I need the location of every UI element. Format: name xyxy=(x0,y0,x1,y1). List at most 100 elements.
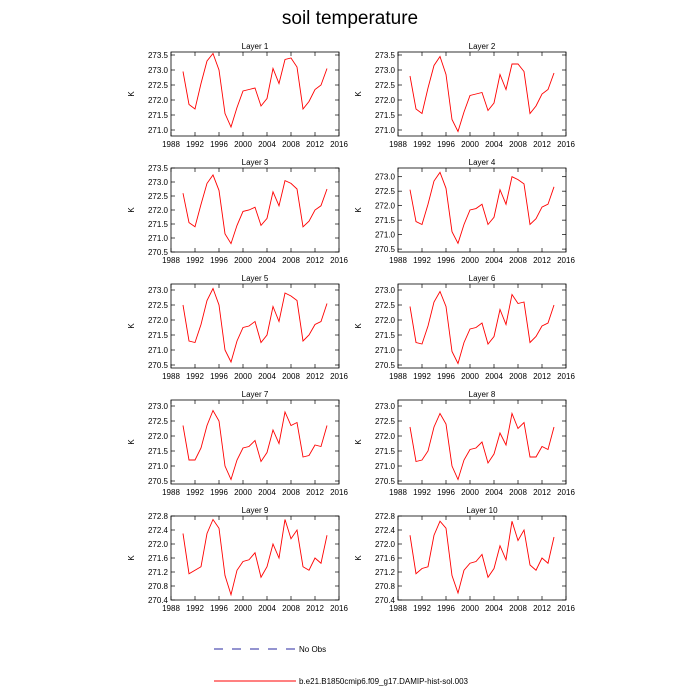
y-tick-label: 272.0 xyxy=(148,206,169,215)
y-tick-label: 273.0 xyxy=(375,66,396,75)
y-tick-label: 271.5 xyxy=(375,331,396,340)
x-tick-label: 2004 xyxy=(258,604,276,613)
y-tick-label: 273.5 xyxy=(148,51,169,60)
x-tick-label: 2000 xyxy=(234,140,252,149)
x-tick-label: 1996 xyxy=(437,140,455,149)
y-tick-label: 272.8 xyxy=(375,512,396,521)
panel-1: Layer 1 1988 1992 1996 2000 2004 2008 2012 2016 2… xyxy=(127,42,348,149)
x-tick-label: 1996 xyxy=(437,604,455,613)
y-tick-label: 272.4 xyxy=(148,526,169,535)
y-tick-label: 270.5 xyxy=(148,361,169,370)
y-tick-label: 270.5 xyxy=(375,477,396,486)
plot-frame xyxy=(170,399,340,485)
panel-title: Layer 4 xyxy=(469,158,496,167)
x-tick-label: 2012 xyxy=(306,256,324,265)
panel-9: Layer 9 1988 1992 1996 2000 2004 2008 2012 2016 2… xyxy=(127,506,348,613)
plot-frame xyxy=(170,51,340,137)
y-tick-label: 271.0 xyxy=(375,346,396,355)
panel-8: Layer 8 1988 1992 1996 2000 2004 2008 2012 2016 2… xyxy=(354,390,575,497)
x-tick-label: 2012 xyxy=(306,488,324,497)
x-tick-label: 1996 xyxy=(437,372,455,381)
x-tick-label: 2016 xyxy=(330,488,348,497)
x-tick-label: 2000 xyxy=(461,488,479,497)
y-tick-label: 271.0 xyxy=(375,231,396,240)
y-tick-label: 271.5 xyxy=(148,447,169,456)
x-tick-label: 2004 xyxy=(485,604,503,613)
panel-7: Layer 7 1988 1992 1996 2000 2004 2008 2012 2016 2… xyxy=(127,390,348,497)
y-tick-label: 271.2 xyxy=(375,568,396,577)
x-tick-label: 2000 xyxy=(461,604,479,613)
y-tick-label: 271.5 xyxy=(148,331,169,340)
y-tick-label: 271.5 xyxy=(375,111,396,120)
plot-frame xyxy=(397,51,567,137)
y-tick-label: 273.0 xyxy=(148,286,169,295)
y-tick-label: 272.0 xyxy=(148,432,169,441)
x-tick-label: 2016 xyxy=(557,256,575,265)
x-tick-label: 1996 xyxy=(437,488,455,497)
panel-title: Layer 5 xyxy=(242,274,269,283)
x-tick-label: 2012 xyxy=(533,140,551,149)
y-tick-label: 273.0 xyxy=(148,178,169,187)
plot-frame xyxy=(170,283,340,369)
x-tick-label: 2004 xyxy=(258,488,276,497)
y-tick-label: 272.0 xyxy=(375,316,396,325)
legend: No Obs b.e21.B1850cmip6.f09_g17.DAMIP-his… xyxy=(214,645,469,686)
x-tick-label: 2004 xyxy=(485,488,503,497)
y-tick-label: 270.4 xyxy=(375,596,396,605)
y-tick-label: 270.5 xyxy=(375,361,396,370)
y-axis-label: K xyxy=(354,439,363,445)
series-line xyxy=(409,171,555,245)
x-tick-label: 2012 xyxy=(533,256,551,265)
y-tick-label: 273.0 xyxy=(148,66,169,75)
y-axis-label: K xyxy=(127,207,136,213)
x-tick-label: 2016 xyxy=(330,604,348,613)
x-tick-label: 2000 xyxy=(461,372,479,381)
x-tick-label: 2004 xyxy=(485,372,503,381)
y-axis-label: K xyxy=(354,555,363,561)
series-line xyxy=(182,518,328,597)
plot-frame xyxy=(397,399,567,485)
y-tick-label: 272.5 xyxy=(375,301,396,310)
plot-frame xyxy=(397,283,567,369)
y-tick-label: 272.0 xyxy=(148,96,169,105)
y-tick-label: 271.5 xyxy=(375,447,396,456)
x-tick-label: 1992 xyxy=(413,372,431,381)
y-tick-label: 272.5 xyxy=(375,417,396,426)
series-line xyxy=(182,174,328,245)
x-tick-label: 2008 xyxy=(282,372,300,381)
x-tick-label: 1988 xyxy=(162,604,180,613)
y-tick-label: 272.0 xyxy=(375,540,396,549)
x-tick-label: 2016 xyxy=(557,488,575,497)
x-tick-label: 1992 xyxy=(413,140,431,149)
x-tick-label: 2012 xyxy=(533,488,551,497)
x-tick-label: 2008 xyxy=(509,372,527,381)
y-tick-label: 273.5 xyxy=(375,51,396,60)
x-tick-label: 1992 xyxy=(186,140,204,149)
y-tick-label: 270.8 xyxy=(148,582,169,591)
x-tick-label: 1996 xyxy=(210,372,228,381)
x-tick-label: 2008 xyxy=(509,488,527,497)
y-tick-label: 271.6 xyxy=(148,554,169,563)
x-tick-label: 1988 xyxy=(162,140,180,149)
y-tick-label: 272.8 xyxy=(148,512,169,521)
series-line xyxy=(182,409,328,481)
panel-title: Layer 9 xyxy=(242,506,269,515)
plot-frame xyxy=(170,515,340,601)
y-tick-label: 273.0 xyxy=(148,402,169,411)
y-axis-label: K xyxy=(127,323,136,329)
legend-label: No Obs xyxy=(299,645,326,654)
x-tick-label: 1996 xyxy=(210,140,228,149)
x-tick-label: 2004 xyxy=(485,140,503,149)
x-tick-label: 2016 xyxy=(557,372,575,381)
y-axis-label: K xyxy=(127,439,136,445)
x-tick-label: 1992 xyxy=(413,488,431,497)
x-tick-label: 2016 xyxy=(557,604,575,613)
plot-frame xyxy=(170,167,340,253)
y-tick-label: 271.0 xyxy=(148,462,169,471)
x-tick-label: 2008 xyxy=(282,140,300,149)
y-tick-label: 273.0 xyxy=(375,402,396,411)
panel-title: Layer 10 xyxy=(466,506,498,515)
y-tick-label: 271.6 xyxy=(375,554,396,563)
x-tick-label: 1996 xyxy=(210,604,228,613)
